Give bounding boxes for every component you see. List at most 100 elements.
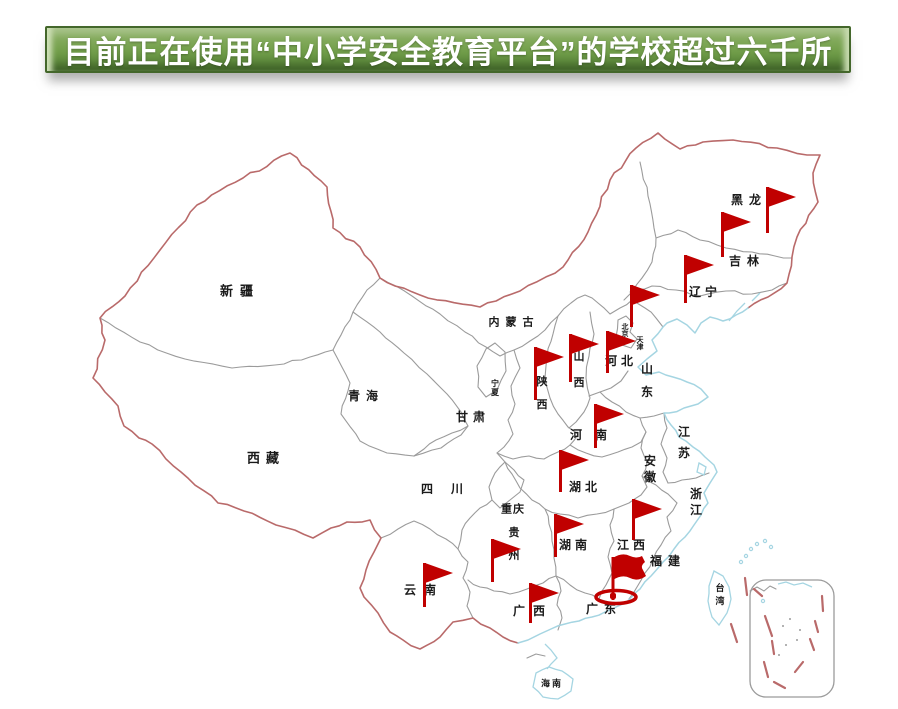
province-label-hainan: 海南 (540, 678, 564, 689)
province-border (99, 317, 334, 369)
flag-pole (491, 539, 494, 582)
province-border (496, 349, 521, 454)
province-border (332, 349, 415, 457)
flag-pole (630, 285, 633, 327)
banner-title: 目前正在使用“中小学安全教育平台”的学校超过六千所 (63, 35, 833, 70)
marker-pole-base (610, 593, 616, 599)
south-china-sea-inset-box (749, 579, 835, 698)
flag-triangle-icon (556, 514, 584, 534)
flag-triangle-icon (686, 255, 714, 275)
flag-pole (569, 334, 572, 382)
map-borders-svg (92, 132, 835, 700)
island-outline (707, 570, 732, 627)
waving-flag-icon (613, 554, 646, 580)
island-outline (532, 666, 574, 700)
province-border (639, 417, 648, 477)
province-label-fujian: 福建 (649, 554, 687, 568)
province-border (544, 315, 579, 435)
china-map: 新疆西藏青海甘肃宁夏内蒙古陕西山西河北北京天津山东河南江苏安徽浙江湖北重庆四川湖… (0, 84, 898, 709)
province-label-shandong: 山东 (640, 362, 654, 399)
flag-triangle-icon (632, 285, 660, 305)
island-dot (762, 538, 768, 544)
province-border (599, 391, 665, 419)
province-border (413, 425, 469, 457)
province-label-hunan: 湖南 (558, 538, 592, 552)
province-label-liaoning: 辽宁 (688, 285, 722, 299)
province-label-chongqing: 重庆 (501, 503, 525, 516)
province-label-gansu: 甘肃 (455, 410, 491, 424)
province-border (380, 520, 459, 550)
nine-dash-segment (808, 637, 816, 652)
island-dot (743, 553, 749, 559)
province-border (660, 412, 669, 484)
province-label-jiangxi: 江西 (616, 538, 650, 552)
province-border (488, 461, 525, 509)
province-border (628, 502, 678, 600)
province-label-henan: 河南 (570, 429, 620, 441)
province-border (588, 370, 629, 397)
island-dot (778, 654, 780, 656)
province-border (623, 161, 657, 301)
flag-triangle-icon (768, 187, 796, 207)
province-border (544, 508, 557, 577)
nine-dash-segment (743, 576, 749, 597)
province-border (526, 653, 546, 659)
province-label-hubei: 湖北 (568, 480, 602, 494)
flag-pole (721, 212, 724, 257)
flag-pole (423, 563, 426, 607)
province-label-ningxia: 宁夏 (491, 379, 499, 397)
flag-pole (534, 347, 537, 400)
province-border (457, 548, 474, 619)
flag-pole (766, 187, 769, 233)
province-border (598, 508, 615, 600)
province-label-hebei: 河北 (604, 354, 638, 368)
province-label-qinghai: 青海 (347, 389, 385, 403)
national-border (92, 132, 821, 650)
island-dot (738, 559, 744, 565)
province-label-tianjin: 天津 (636, 336, 644, 351)
flag-triangle-icon (596, 404, 624, 424)
province-label-jiangsu: 江苏 (677, 425, 691, 460)
flag-triangle-icon (531, 583, 559, 603)
province-label-sichuan: 四川 (420, 482, 482, 496)
province-border (413, 425, 469, 457)
province-label-zhejiang: 浙江 (689, 487, 703, 517)
flag-pole (684, 255, 687, 303)
nine-dash-segment (763, 614, 774, 638)
nine-dash-segment (793, 660, 805, 674)
nine-dash-segment (729, 622, 739, 644)
province-label-heilongjiang: 黑龙 (730, 193, 768, 207)
island-dot (748, 546, 754, 552)
flag-triangle-icon (571, 334, 599, 354)
island-dot (785, 644, 787, 646)
island-dot (789, 618, 791, 620)
flag-pole (632, 499, 635, 540)
flag-triangle-icon (493, 539, 521, 559)
province-label-shanxi: 山西 (573, 351, 585, 389)
coastline (517, 307, 749, 644)
flag-triangle-icon (561, 450, 589, 470)
marker-ring-icon (594, 588, 638, 606)
flag-triangle-icon (536, 347, 564, 367)
province-border (379, 277, 633, 357)
nine-dash-segment (772, 680, 787, 690)
water-line (751, 292, 761, 302)
island-outline (696, 461, 707, 476)
flag-triangle-icon (608, 331, 636, 351)
province-label-neimenggu: 内蒙古 (488, 316, 540, 329)
province-label-guangxi: 广西 (512, 604, 554, 618)
flag-triangle-icon (723, 212, 751, 232)
guangdong-flag-marker (594, 554, 646, 606)
island-dot (796, 639, 798, 641)
province-border (667, 472, 710, 484)
water-line (544, 643, 558, 670)
water-line (777, 581, 813, 588)
province-label-xizang: 西藏 (246, 450, 286, 466)
island-dot (760, 598, 766, 604)
nine-dash-segment (820, 594, 825, 613)
flag-pole (554, 514, 557, 557)
water-line (728, 302, 746, 322)
banner: 目前正在使用“中小学安全教育平台”的学校超过六千所 (45, 26, 851, 73)
province-label-guangdong: 广东 (585, 602, 623, 616)
nine-dash-segment (813, 619, 820, 634)
